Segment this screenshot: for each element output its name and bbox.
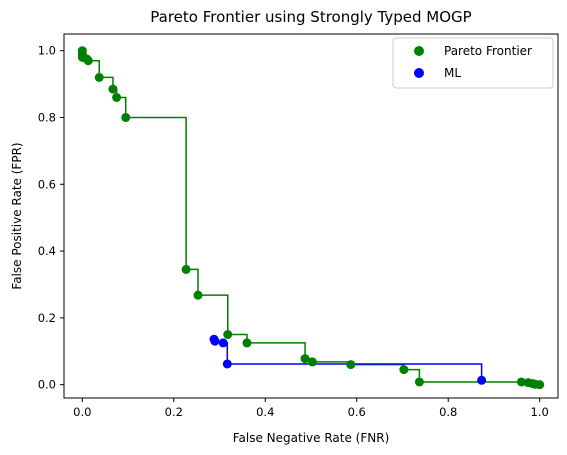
legend-label-ml: ML [444, 66, 461, 80]
y-tick-label: 0.6 [38, 177, 56, 191]
ml-point-2 [218, 338, 228, 348]
pareto-point-4 [83, 56, 93, 66]
pareto-point-15 [346, 360, 356, 370]
legend-marker-ml [414, 68, 424, 78]
x-tick-label: 0.2 [165, 405, 183, 419]
legend-label-pareto: Pareto Frontier [444, 44, 532, 58]
y-tick-label: 0.0 [38, 378, 56, 392]
x-axis-label: False Negative Rate (FNR) [233, 431, 390, 445]
ml-point-1 [210, 336, 220, 346]
y-tick-label: 0.4 [38, 244, 56, 258]
y-tick-label: 0.8 [38, 110, 56, 124]
series-line-pareto-frontier [81, 50, 541, 386]
x-tick-label: 0.8 [439, 405, 457, 419]
pareto-point-7 [112, 92, 122, 102]
legend: Pareto Frontier ML [392, 37, 554, 89]
pareto-point-8 [121, 112, 131, 122]
pareto-point-18 [516, 377, 526, 387]
ml-point-3 [222, 359, 232, 369]
pareto-point-13 [300, 354, 310, 364]
x-tick-label: 0.6 [348, 405, 366, 419]
chart-title: Pareto Frontier using Strongly Typed MOG… [150, 8, 471, 26]
pareto-point-10 [193, 290, 203, 300]
legend-box [392, 37, 554, 89]
x-tick-label: 1.0 [531, 405, 549, 419]
plot-area [77, 46, 545, 390]
pareto-point-11 [223, 330, 233, 340]
pareto-point-16 [399, 365, 409, 375]
ml-point-4 [477, 375, 487, 385]
x-tick-label: 0.0 [73, 405, 91, 419]
legend-marker-pareto [414, 46, 424, 56]
series-line-ml [214, 338, 483, 381]
x-axis-ticks: 0.0 0.2 0.4 0.6 0.8 1.0 [73, 398, 549, 419]
x-tick-label: 0.4 [256, 405, 274, 419]
y-axis-ticks: 0.0 0.2 0.4 0.6 0.8 1.0 [38, 44, 64, 392]
pareto-point-9 [181, 264, 191, 274]
plot-frame [63, 33, 559, 399]
y-tick-label: 0.2 [38, 311, 56, 325]
y-axis-label: False Positive Rate (FPR) [10, 142, 24, 289]
pareto-point-17 [414, 377, 424, 387]
pareto-point-5 [94, 72, 104, 82]
pareto-point-14 [307, 357, 317, 367]
pareto-point-6 [108, 84, 118, 94]
pareto-point-22 [535, 380, 545, 390]
pareto-point-12 [242, 338, 252, 348]
y-tick-label: 1.0 [38, 44, 56, 58]
